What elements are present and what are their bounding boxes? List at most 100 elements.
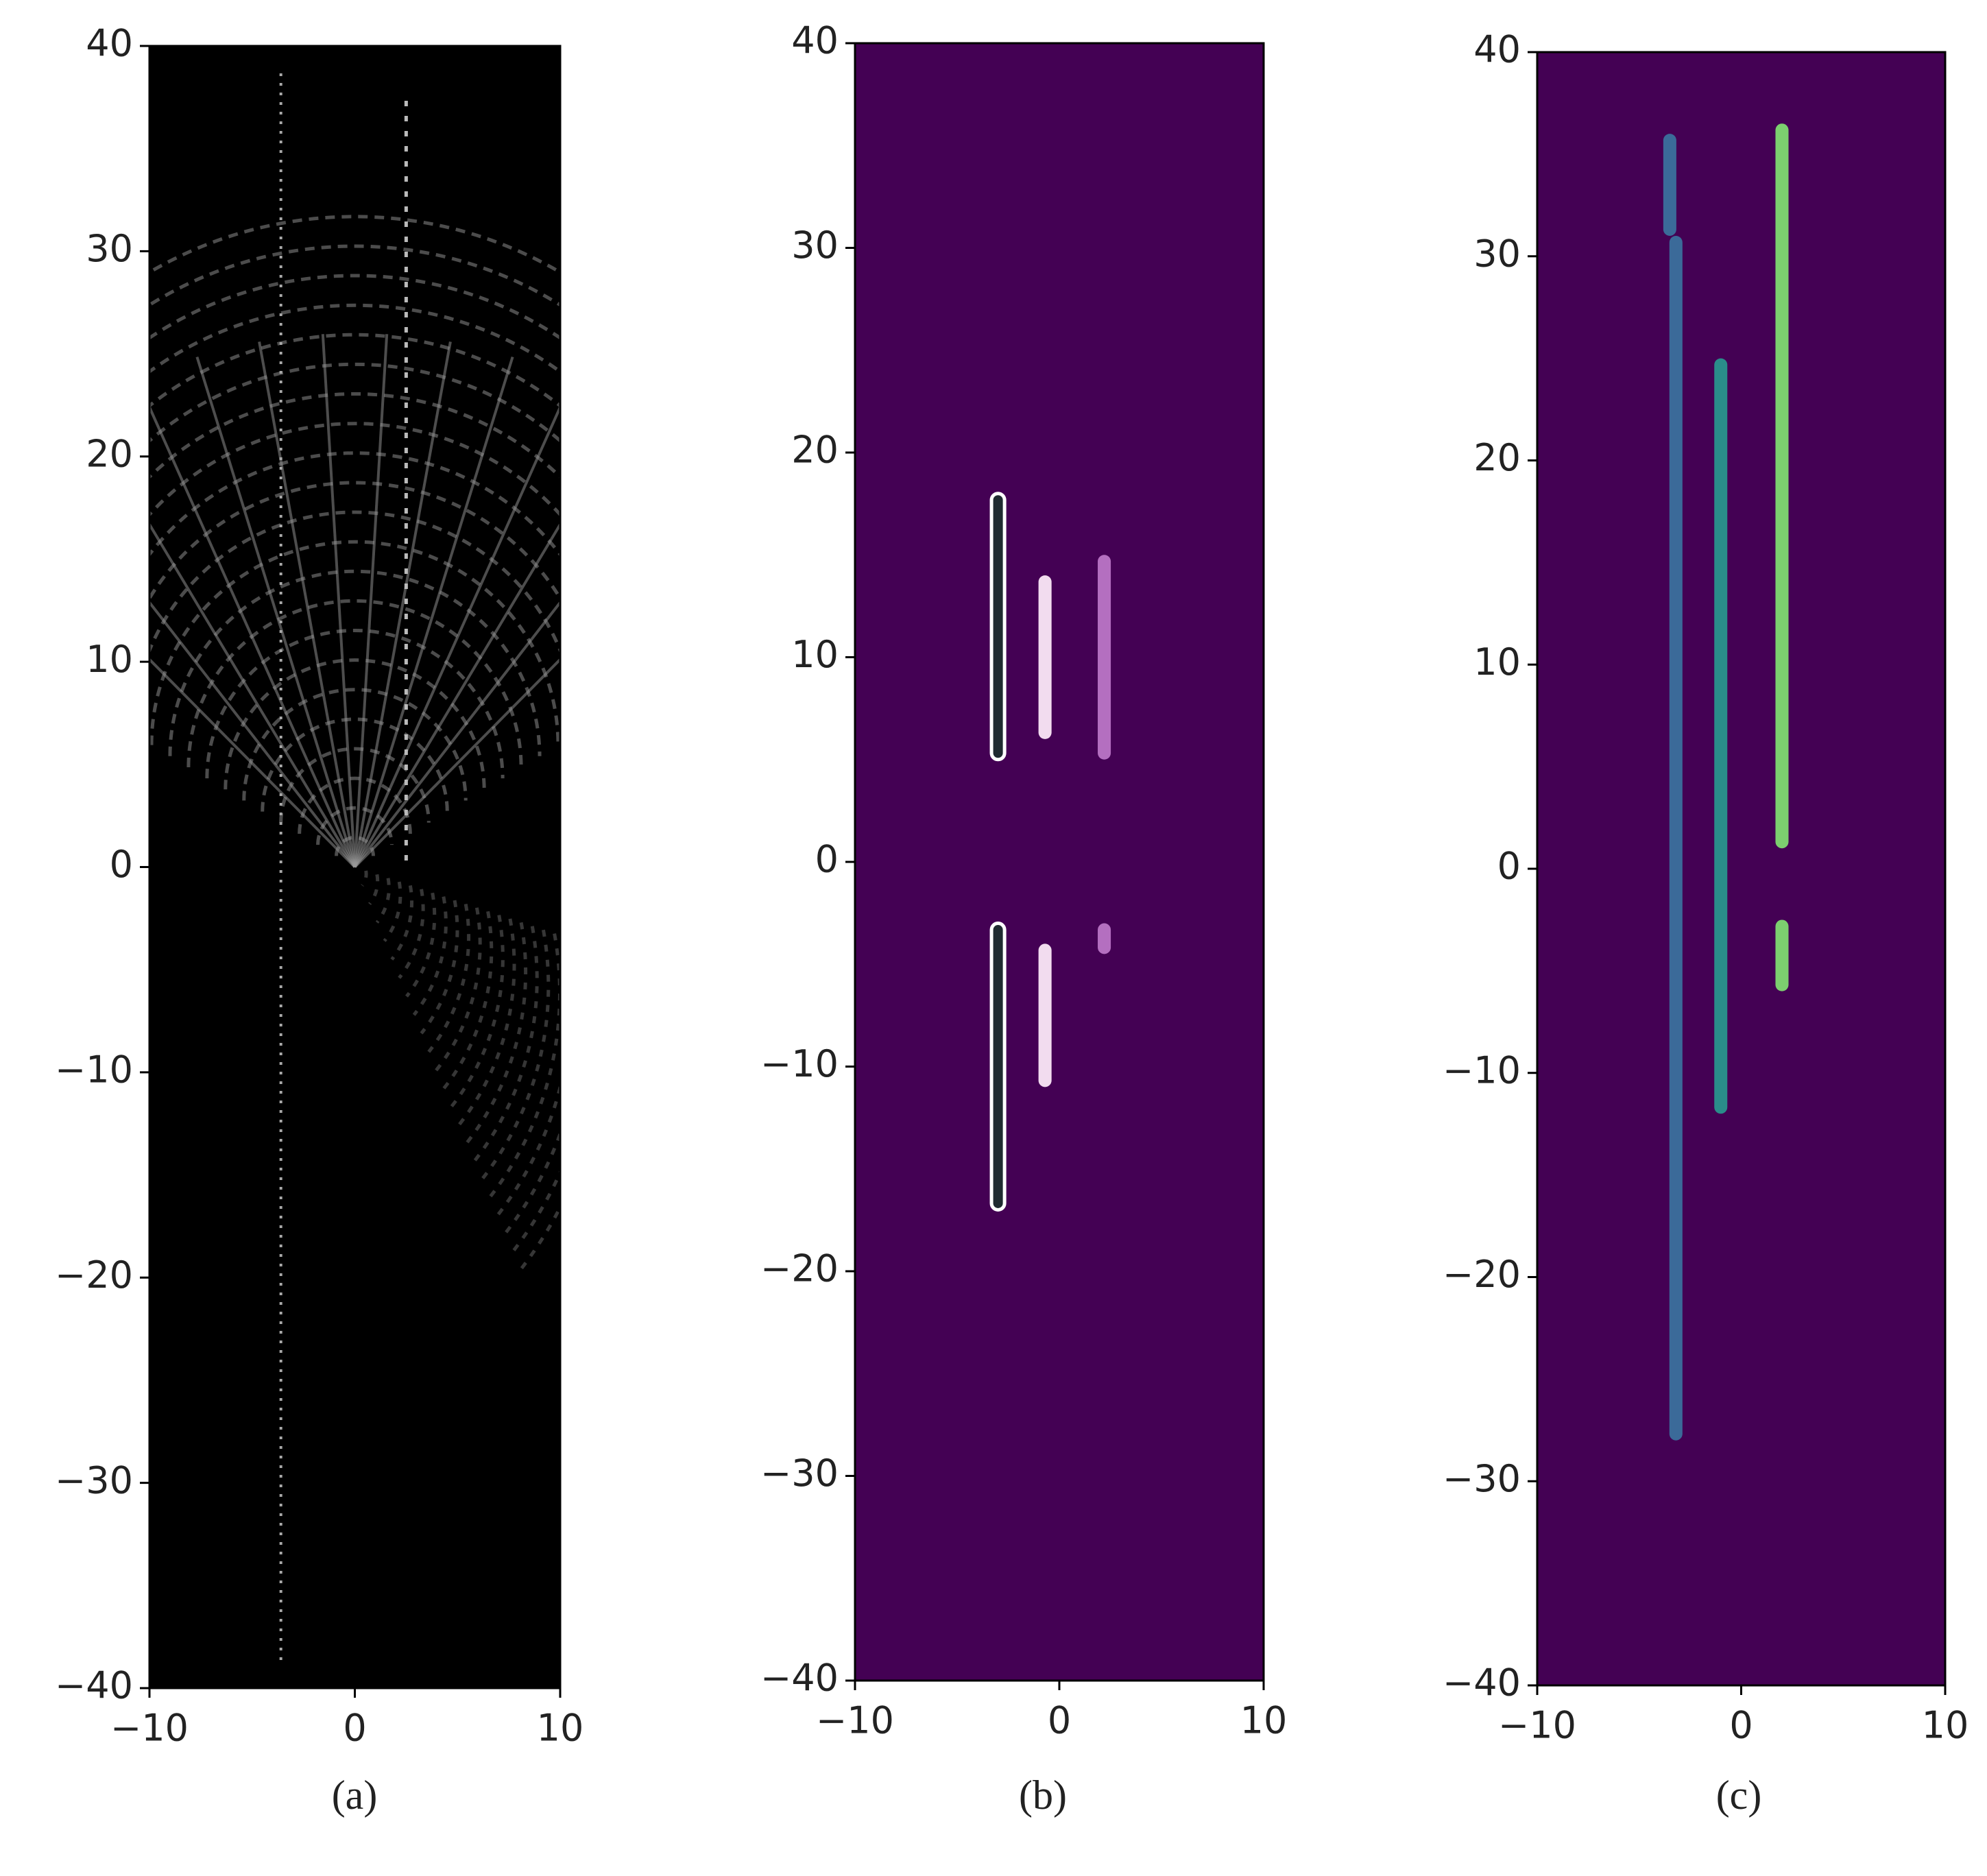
scan-ring [316, 806, 394, 845]
lane-segment [1714, 358, 1728, 1114]
scan-ray [353, 341, 452, 867]
y-tick-label: −30 [1443, 1457, 1521, 1500]
scan-ray [353, 403, 560, 868]
x-tick-label: 10 [537, 1707, 584, 1750]
scan-ring [149, 540, 560, 745]
scan-ring [279, 747, 431, 823]
scan-ring [361, 870, 368, 887]
scan-ray [353, 521, 560, 868]
scan-ring [427, 903, 471, 1053]
scan-ray [321, 334, 357, 867]
y-tick-label: −20 [1443, 1253, 1521, 1296]
y-tick-label: −10 [55, 1048, 133, 1092]
y-tick-label: 20 [791, 429, 839, 472]
plot-background [855, 43, 1264, 1681]
scan-ring [405, 892, 437, 998]
panel: −40 −30 −20 −10 0 10 20 30 40 −10 0 10 (c) [1443, 28, 1968, 1818]
scan-ring [457, 918, 516, 1127]
scan-ray [149, 403, 357, 868]
scan-ring [149, 303, 560, 374]
scan-ring [442, 911, 494, 1090]
scan-ray [149, 521, 357, 868]
y-tick-label: 0 [815, 838, 839, 881]
y-tick-label: 10 [1473, 640, 1521, 684]
y-tick-label: 0 [1497, 845, 1521, 888]
scan-ray [258, 341, 357, 867]
scan-ring [420, 900, 459, 1035]
scan-ring [368, 874, 380, 905]
plot-area [989, 492, 1111, 1212]
scan-ring [149, 392, 560, 479]
y-tick-label: −40 [760, 1657, 839, 1700]
y-tick-label: −30 [760, 1452, 839, 1495]
scan-ring [383, 881, 402, 942]
y-tick-label: 30 [86, 227, 133, 270]
lane-segment [1038, 575, 1052, 739]
y-tick-label: 40 [791, 19, 839, 62]
lane-segment [989, 492, 1007, 762]
y-tick-label: 20 [1473, 436, 1521, 479]
y-tick-label: −20 [55, 1253, 133, 1297]
scan-ray [353, 356, 514, 868]
x-tick-label: 0 [343, 1707, 366, 1750]
scan-ray [353, 334, 389, 867]
plot-background [1537, 52, 1945, 1685]
scan-ring [205, 628, 505, 779]
x-tick-label: −10 [816, 1699, 894, 1742]
scan-ring [149, 244, 560, 307]
lane-segment [1775, 919, 1789, 991]
scan-ring [375, 878, 391, 924]
scan-ring [494, 1080, 560, 1220]
scan-ring [168, 569, 542, 756]
y-tick-label: −10 [1443, 1048, 1521, 1092]
y-tick-label: −40 [55, 1664, 133, 1707]
x-tick-label: −10 [1498, 1704, 1576, 1747]
y-tick-label: 30 [791, 224, 839, 267]
scan-ray [195, 356, 357, 868]
plot-area [149, 73, 560, 1661]
caption: (c) [1716, 1772, 1762, 1818]
scan-ray [149, 657, 356, 868]
panel: −40 −30 −20 −10 0 10 20 30 40 −10 0 10 (a) [55, 22, 584, 1818]
x-tick-label: −10 [110, 1707, 189, 1750]
scan-ray [354, 657, 560, 868]
scan-ring [242, 688, 468, 801]
y-tick-label: 40 [1473, 28, 1521, 71]
plot-area [1663, 123, 1789, 1441]
scan-ring [398, 889, 425, 979]
y-tick-label: 10 [791, 633, 839, 676]
y-tick-label: 40 [86, 22, 133, 65]
scan-ring [479, 929, 551, 1183]
scan-ring [149, 274, 560, 340]
y-tick-label: 20 [86, 432, 133, 475]
y-tick-label: −40 [1443, 1661, 1521, 1705]
scan-ring [464, 922, 528, 1146]
lane-segment [989, 922, 1007, 1212]
scan-ring [298, 776, 412, 834]
caption: (b) [1019, 1772, 1067, 1818]
y-tick-label: 10 [86, 638, 133, 681]
lane-segment [1663, 134, 1676, 236]
scan-ring [486, 933, 560, 1201]
caption: (a) [332, 1772, 378, 1818]
scan-ray [149, 600, 357, 868]
scan-ring [412, 896, 448, 1016]
lane-segment [1038, 943, 1052, 1087]
scan-ring [224, 658, 486, 790]
x-tick-label: 10 [1922, 1704, 1969, 1747]
y-tick-label: 0 [110, 843, 133, 886]
panel: −40 −30 −20 −10 0 10 20 30 40 −10 0 10 (b) [760, 19, 1287, 1818]
y-tick-label: 30 [1473, 232, 1521, 275]
scan-ray [353, 600, 560, 868]
x-tick-label: 10 [1240, 1699, 1288, 1742]
scan-ring [149, 422, 560, 518]
y-tick-label: −20 [760, 1247, 839, 1290]
y-tick-label: −30 [55, 1458, 133, 1502]
y-tick-label: −10 [760, 1042, 839, 1085]
lane-segment [1669, 235, 1683, 1441]
lane-segment [1098, 923, 1111, 954]
scan-ring [149, 510, 560, 656]
lane-segment [1098, 555, 1111, 760]
lane-segment [1775, 123, 1789, 849]
